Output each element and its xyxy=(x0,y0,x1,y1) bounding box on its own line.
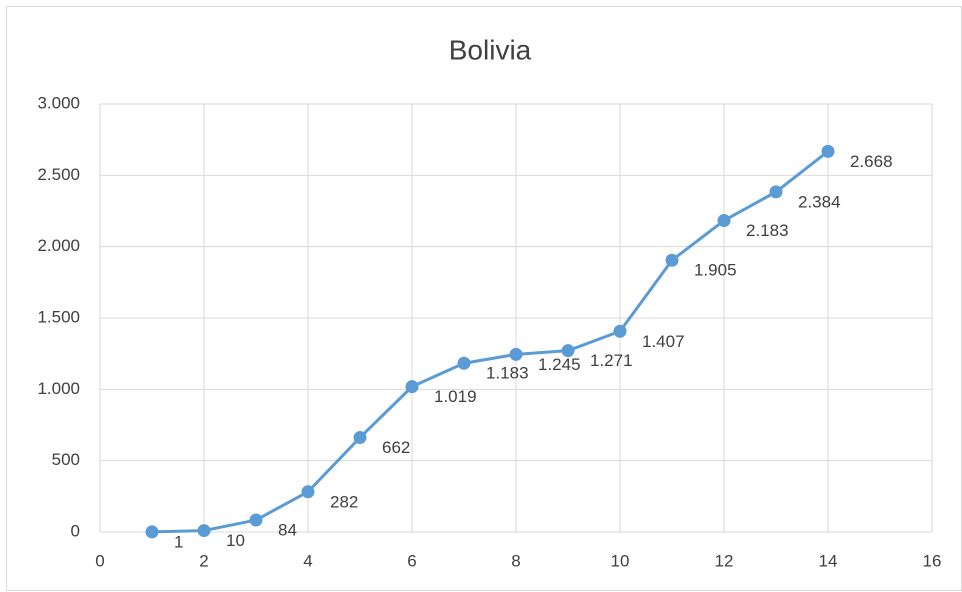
chart-title: Bolivia xyxy=(449,34,532,65)
data-point xyxy=(769,185,783,199)
y-tick-label: 2.000 xyxy=(37,236,80,255)
data-point xyxy=(821,144,835,158)
data-label: 662 xyxy=(382,438,410,457)
chart-border xyxy=(6,6,962,591)
data-point xyxy=(717,214,731,228)
x-tick-label: 4 xyxy=(303,551,312,570)
data-point xyxy=(301,485,315,499)
x-tick-label: 10 xyxy=(611,551,630,570)
data-point xyxy=(457,356,471,370)
data-point xyxy=(405,380,419,394)
x-tick-label: 16 xyxy=(923,551,942,570)
data-label: 1.245 xyxy=(538,355,581,374)
y-tick-label: 3.000 xyxy=(37,93,80,112)
data-label: 2.668 xyxy=(850,152,893,171)
data-label: 10 xyxy=(226,531,245,550)
data-label: 1.407 xyxy=(642,332,685,351)
data-point xyxy=(613,324,627,338)
y-tick-label: 500 xyxy=(52,450,80,469)
x-tick-label: 0 xyxy=(95,551,104,570)
x-tick-label: 12 xyxy=(715,551,734,570)
data-point xyxy=(509,347,523,361)
data-point xyxy=(353,431,367,445)
data-line xyxy=(151,150,829,534)
data-label: 282 xyxy=(330,492,358,511)
data-point xyxy=(249,513,263,527)
data-label: 2.183 xyxy=(746,221,789,240)
data-label: 1.183 xyxy=(486,364,529,383)
data-point xyxy=(665,253,679,267)
data-label: 1 xyxy=(174,532,183,551)
data-point xyxy=(561,344,575,358)
x-tick-label: 2 xyxy=(199,551,208,570)
data-label: 1.271 xyxy=(590,351,633,370)
x-tick-label: 14 xyxy=(819,551,838,570)
data-label: 2.384 xyxy=(798,192,841,211)
data-point xyxy=(145,525,159,539)
y-tick-label: 0 xyxy=(71,521,80,540)
y-tick-label: 1.000 xyxy=(37,379,80,398)
data-label: 1.905 xyxy=(694,261,737,280)
x-tick-label: 8 xyxy=(511,551,520,570)
y-tick-label: 2.500 xyxy=(37,165,80,184)
y-tick-label: 1.500 xyxy=(37,307,80,326)
data-label: 1.019 xyxy=(434,387,477,406)
x-tick-label: 6 xyxy=(407,551,416,570)
data-point xyxy=(197,524,211,538)
data-label: 84 xyxy=(278,521,297,540)
